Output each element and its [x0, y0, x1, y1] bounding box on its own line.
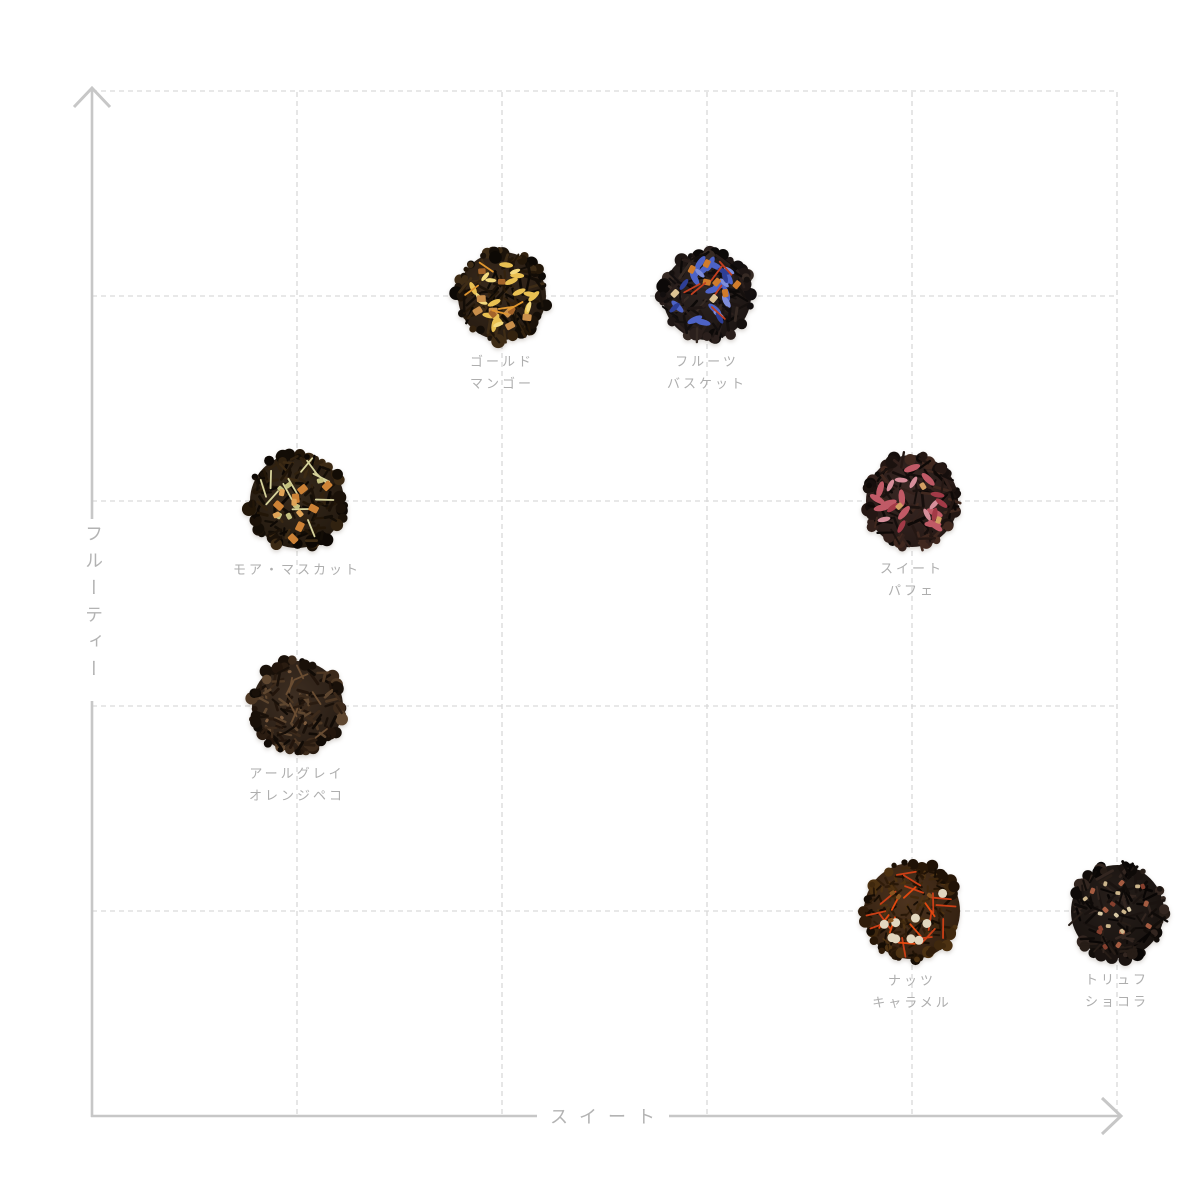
tea-leaves-image — [861, 450, 962, 552]
tea-point-label-line: モア・マスカット — [232, 563, 361, 578]
tea-point-label: トリュフ ショコラ — [1007, 970, 1200, 1014]
tea-point-label: ゴールド マンゴー — [392, 352, 612, 396]
tea-leaves-image — [244, 654, 348, 755]
tea-point-label: フルーツ バスケット — [597, 352, 817, 396]
tea-leaves-image — [241, 448, 349, 552]
tea-point-label: スイート パフェ — [802, 559, 1022, 603]
tea-point-label-line: アールグレイ — [249, 766, 345, 782]
tea-point-label-line: ナッツ — [887, 974, 936, 989]
tea-leaves-image — [654, 245, 757, 344]
x-axis-label: スイート — [550, 1107, 666, 1128]
tea-point-label-line: キャラメル — [872, 996, 952, 1011]
tea-point-label: ナッツ キャラメル — [802, 971, 1022, 1015]
tea-point-label-line: ゴールド — [469, 355, 534, 370]
tea-leaves-image — [449, 246, 553, 349]
y-axis-label: フルーティー — [82, 524, 103, 686]
axes — [90, 89, 1119, 1118]
tea-leaves-image — [858, 859, 960, 966]
tea-point-label-line: マンゴー — [469, 377, 534, 392]
tea-leaves-image — [1067, 859, 1170, 966]
tea-point-label-line: スイート — [879, 562, 944, 577]
tea-point-label-line: バスケット — [666, 377, 747, 392]
tea-point-label-line: トリュフ — [1084, 972, 1149, 988]
tea-point-label-line: オレンジペコ — [248, 788, 345, 804]
tea-point-label: アールグレイ オレンジペコ — [187, 764, 407, 808]
tea-point-label-line: フルーツ — [675, 355, 739, 370]
tea-point-label: モア・マスカット — [187, 560, 407, 582]
axis-arrow-icons — [72, 85, 1124, 1136]
tea-point-label-line: パフェ — [887, 584, 936, 599]
tea-point-label-line: ショコラ — [1084, 994, 1149, 1010]
